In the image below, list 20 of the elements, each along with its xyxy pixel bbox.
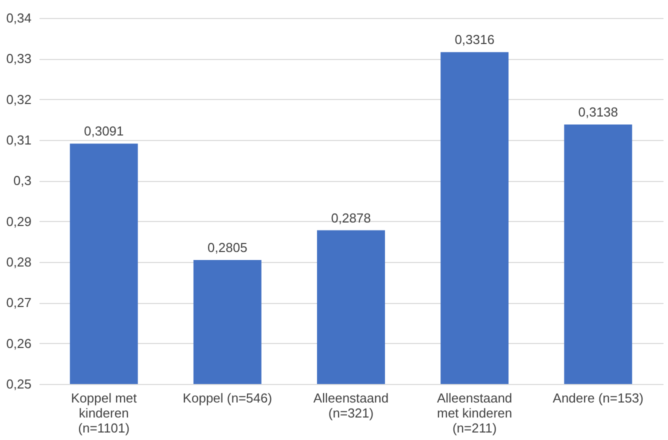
y-tick-label: 0,34 [6, 10, 32, 26]
y-tick-label: 0,33 [6, 51, 32, 66]
y-tick-label: 0,31 [6, 132, 32, 148]
x-tick-label: Koppel (n=546) [182, 390, 272, 406]
y-tick-label: 0,26 [6, 336, 32, 351]
y-tick-label: 0,28 [6, 254, 32, 270]
x-tick-label: Koppel met kinderen (n=1101) [70, 390, 138, 436]
x-tick-label: Alleenstaand (n=321) [313, 390, 389, 420]
x-tick-label: Andere (n=153) [552, 390, 644, 406]
data-label: 0,2878 [331, 210, 371, 226]
y-tick-label: 0,27 [6, 295, 32, 310]
data-label: 0,3316 [454, 32, 494, 48]
data-label: 0,3091 [84, 124, 124, 139]
x-tick-label: Alleenstaand met kinderen (n=211) [436, 390, 512, 436]
data-label: 0,3138 [578, 104, 618, 120]
y-tick-label: 0,32 [6, 92, 32, 107]
y-tick-label: 0,29 [6, 214, 32, 229]
data-label: 0,2805 [208, 240, 248, 255]
y-tick-label: 0,25 [6, 376, 32, 392]
y-tick-label: 0,3 [13, 173, 32, 188]
